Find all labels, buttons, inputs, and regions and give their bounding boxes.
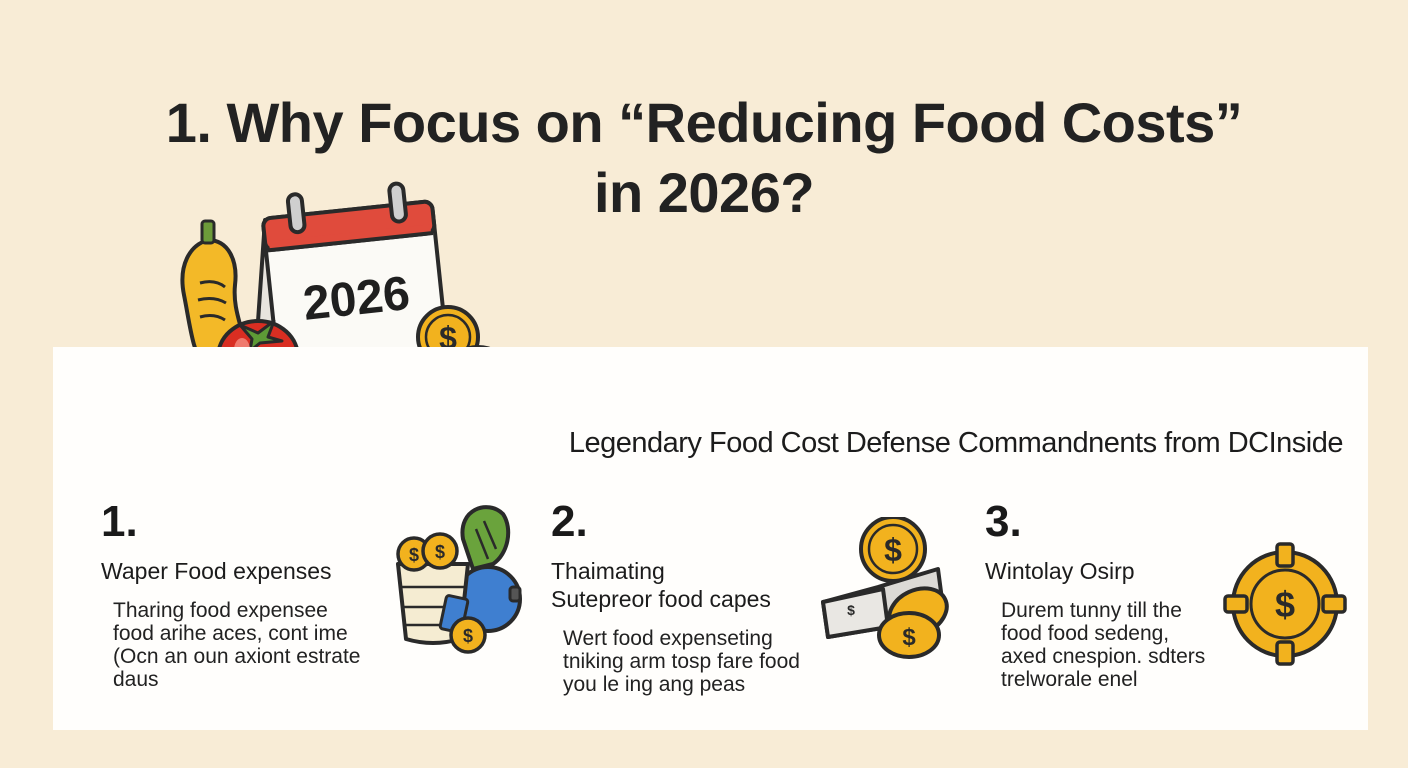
commandment-body: Wert food expenseting tniking arm tosp f… [563, 627, 800, 696]
calendar-year: 2026 [301, 267, 413, 331]
title-line-2: in 2026? [593, 161, 815, 224]
svg-text:$: $ [463, 626, 473, 646]
svg-text:$: $ [409, 545, 419, 565]
commandment-heading: Thaimating Sutepreor food capes [551, 558, 771, 612]
commandment-number: 2. [551, 497, 588, 546]
commandment-body: Tharing food expensee food arihe aces, c… [113, 599, 361, 691]
svg-text:$: $ [847, 602, 855, 618]
grocery-bag-icon: $ $ $ [396, 505, 522, 654]
commandment-heading: Waper Food expenses [101, 558, 332, 584]
section-subtitle: Legendary Food Cost Defense Commandnents… [568, 427, 1344, 459]
commandments-panel: Legendary Food Cost Defense Commandnents… [53, 347, 1368, 730]
title-line-1: 1. Why Focus on “Reducing Food Costs” [165, 91, 1243, 154]
page-title: 1. Why Focus on “Reducing Food Costs” in… [0, 88, 1408, 228]
commandment-2: 2. Thaimating Sutepreor food capes Wert … [551, 497, 911, 696]
svg-text:$: $ [435, 542, 445, 562]
commandment-3: 3. Wintolay Osirp Durem tunny till the f… [985, 497, 1345, 691]
svg-text:$: $ [1275, 584, 1295, 625]
commandment-heading: Wintolay Osirp [985, 558, 1135, 584]
wallet-coins-icon: $ $ $ [821, 517, 949, 659]
commandment-1: 1. Waper Food expenses Tharing food expe… [101, 497, 461, 691]
commandment-number: 1. [101, 497, 138, 546]
coin-medallion-icon: $ [1223, 542, 1347, 666]
commandment-body: Durem tunny till the food food sedeng, a… [1001, 599, 1206, 691]
commandment-number: 3. [985, 497, 1022, 546]
svg-text:$: $ [884, 532, 902, 568]
svg-text:$: $ [902, 624, 916, 651]
